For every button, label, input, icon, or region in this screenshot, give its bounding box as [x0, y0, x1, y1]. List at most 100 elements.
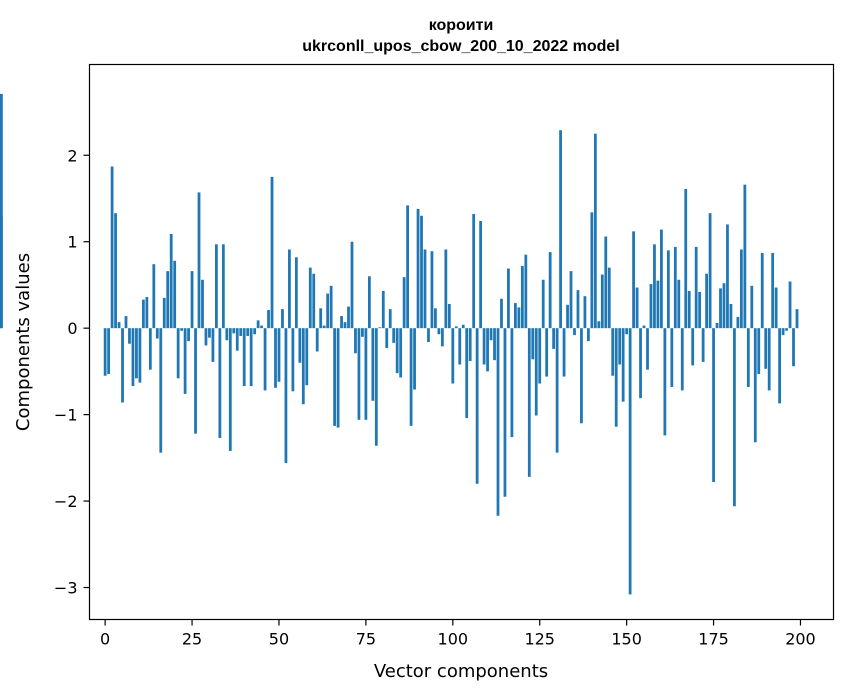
bar-186 [750, 285, 754, 329]
bar-136 [576, 290, 580, 329]
bar-104 [465, 328, 469, 419]
bar-101 [454, 326, 458, 329]
bar-36 [228, 328, 232, 451]
bar-64 [326, 293, 330, 329]
bar-25 [190, 271, 194, 329]
bar-193 [774, 287, 778, 329]
y-axis-label: Components values [13, 253, 34, 431]
bar-156 [646, 328, 649, 370]
bar-131 [559, 130, 562, 329]
bar-114 [500, 298, 503, 329]
bar-172 [701, 328, 705, 362]
bar-35 [225, 328, 229, 341]
bar-76 [367, 276, 371, 329]
bar-39 [239, 328, 243, 336]
bar-179 [726, 224, 729, 329]
bar-122 [527, 328, 531, 477]
bar-69 [343, 322, 347, 329]
bar-41 [246, 328, 250, 336]
bars-group [0, 93, 799, 595]
bar-75 [364, 328, 368, 420]
bar-152 [632, 231, 635, 329]
x-tick-label: 175 [698, 630, 729, 649]
bar-63 [322, 325, 326, 329]
bar-162 [666, 250, 670, 329]
y-tick-label: −2 [54, 492, 78, 511]
bar-81 [385, 328, 389, 349]
bar-13 [148, 328, 152, 370]
bar-65 [329, 285, 333, 329]
bar-55 [294, 257, 298, 329]
bar-61 [315, 328, 319, 352]
bar-157 [649, 284, 653, 329]
y-tick-label: 2 [67, 146, 77, 165]
bar-140 [590, 212, 594, 329]
bar-12 [145, 297, 149, 329]
bar-82 [388, 309, 392, 329]
bar-88 [409, 328, 413, 426]
bar-160 [660, 229, 663, 329]
bar-95 [434, 308, 437, 329]
bar-59 [308, 267, 312, 329]
y-axis-ticks: −3 −2 −1 0 1 2 [54, 146, 90, 598]
bar-158 [653, 244, 656, 329]
bar-17 [162, 297, 166, 329]
bar-undefined [0, 93, 3, 329]
bar-1 [107, 328, 111, 374]
bar-181 [733, 328, 736, 507]
x-axis-ticks: 0 25 50 75 100 125 150 175 200 [100, 619, 816, 649]
bar-9 [135, 328, 138, 379]
bar-189 [760, 252, 764, 329]
bar-176 [715, 322, 719, 329]
bar-168 [687, 291, 691, 329]
bar-106 [472, 214, 476, 329]
bar-144 [604, 236, 608, 329]
bar-102 [458, 328, 462, 365]
bar-166 [680, 328, 684, 391]
bar-23 [183, 328, 187, 394]
bar-99 [447, 303, 451, 329]
bar-110 [486, 328, 489, 372]
bar-52 [284, 328, 288, 464]
bar-188 [757, 328, 761, 374]
bar-184 [743, 184, 747, 329]
bar-171 [698, 291, 702, 329]
bar-185 [746, 328, 750, 387]
x-tick-label: 50 [269, 630, 289, 649]
x-tick-label: 25 [182, 630, 202, 649]
bar-137 [580, 328, 583, 424]
bar-113 [496, 328, 500, 516]
bar-83 [392, 328, 396, 343]
bar-173 [705, 273, 708, 329]
bar-30 [208, 328, 211, 338]
bar-180 [729, 303, 733, 329]
bar-97 [440, 328, 444, 347]
bar-6 [124, 316, 128, 329]
bar-196 [785, 328, 788, 331]
bar-87 [406, 205, 409, 329]
bar-165 [677, 279, 681, 329]
bar-107 [475, 328, 479, 484]
bar-78 [374, 328, 378, 446]
bar-105 [468, 328, 472, 362]
bar-178 [722, 283, 726, 329]
bar-60 [312, 273, 316, 329]
bar-18 [166, 271, 170, 329]
x-tick-label: 0 [100, 630, 110, 649]
bar-28 [201, 279, 204, 329]
bar-191 [767, 328, 771, 391]
bar-57 [301, 328, 305, 405]
bar-24 [187, 328, 190, 342]
x-tick-label: 200 [785, 630, 816, 649]
bar-195 [781, 328, 785, 336]
bar-154 [639, 328, 642, 399]
bar-190 [764, 328, 768, 369]
bar-4 [117, 322, 121, 329]
bar-90 [416, 208, 420, 329]
bar-86 [402, 277, 406, 329]
bar-147 [614, 328, 618, 427]
bar-46 [263, 328, 267, 391]
bar-16 [159, 328, 163, 453]
